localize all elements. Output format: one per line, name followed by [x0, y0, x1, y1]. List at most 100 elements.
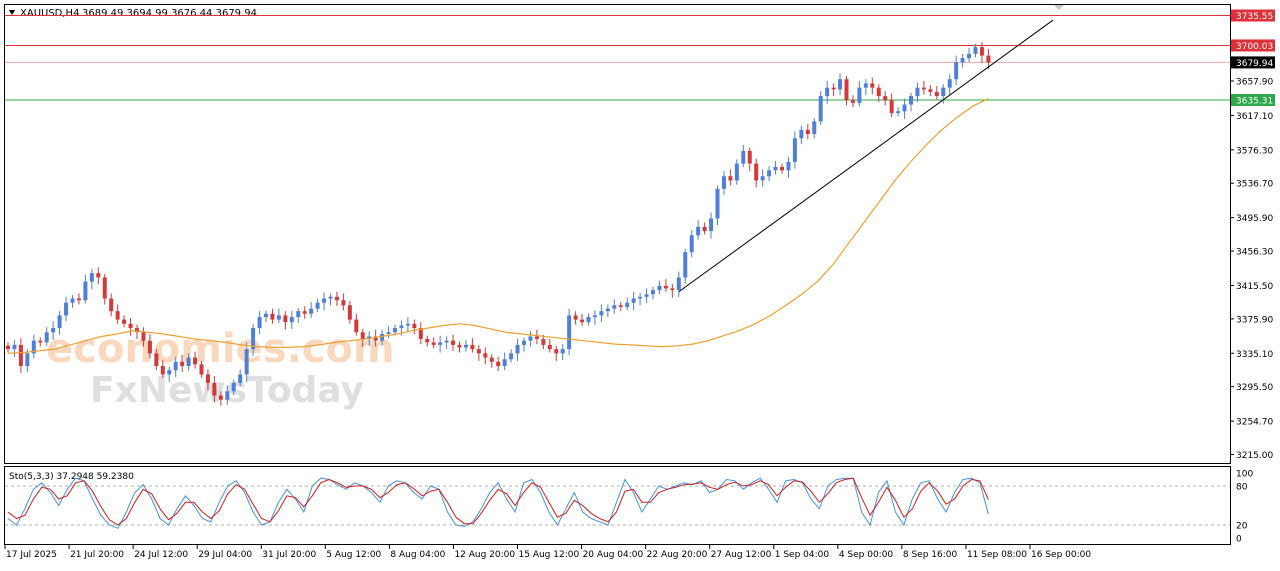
- candle-bull: [605, 308, 610, 312]
- ohlc-values: 3689.49 3694.99 3676.44 3679.94: [82, 8, 257, 19]
- time-tick-label: 4 Sep 00:00: [839, 550, 894, 560]
- collapse-triangle-icon[interactable]: [9, 10, 15, 15]
- candle-bull: [51, 328, 56, 333]
- candle-bull: [244, 349, 249, 375]
- candle-bear: [451, 340, 456, 345]
- candle-bull: [599, 311, 604, 316]
- candle-bull: [367, 336, 372, 340]
- candle-bull: [509, 353, 514, 360]
- candle-bull: [709, 218, 714, 232]
- level-label: 3735.55: [1236, 12, 1273, 22]
- candle-bull: [960, 58, 965, 63]
- candle-bear: [341, 300, 346, 306]
- candle-bull: [967, 53, 972, 59]
- candle-bull: [909, 96, 913, 105]
- candle-bull: [612, 305, 617, 309]
- candle-bull: [57, 315, 62, 329]
- candle-bull: [276, 315, 281, 320]
- candle-bull: [760, 176, 765, 181]
- candle-bear: [199, 364, 204, 375]
- candle-bull: [902, 104, 907, 112]
- candle-bear: [141, 332, 146, 341]
- candle-bear: [334, 296, 339, 301]
- candle-bull: [380, 333, 385, 341]
- level-price-labels: 3735.55 3700.03 3679.94 3635.31: [1231, 9, 1275, 107]
- stoch-tick-label: 20: [1236, 522, 1248, 532]
- candle-bull: [592, 315, 597, 318]
- candle-bear: [218, 395, 223, 400]
- candle-bear: [573, 315, 578, 320]
- candle-bull: [567, 315, 572, 350]
- moving-average: [7, 98, 989, 354]
- candle-bear: [96, 273, 101, 278]
- candle-bull: [792, 138, 797, 162]
- candle-bear: [934, 91, 939, 97]
- candle-bear: [850, 100, 855, 103]
- time-tick-label: 27 Aug 12:00: [711, 550, 772, 560]
- candle-bear: [283, 315, 288, 323]
- candle-bull: [863, 83, 868, 88]
- main-panel-frame: [4, 4, 1231, 464]
- candle-bear: [618, 305, 623, 307]
- candle-bull: [651, 290, 655, 295]
- candle-bull: [167, 370, 172, 375]
- candle-bull: [586, 317, 591, 323]
- candle-bull: [799, 129, 804, 139]
- candle-bull: [683, 252, 688, 278]
- candle-bull: [825, 87, 830, 97]
- candle-bull: [309, 308, 314, 314]
- stoch-panel-frame: [4, 466, 1231, 545]
- candle-bear: [663, 285, 668, 289]
- candle-bull: [231, 382, 236, 392]
- candle-bull: [251, 328, 256, 350]
- candle-bull: [328, 296, 333, 299]
- price-tick-label: 3456.30: [1236, 248, 1273, 258]
- price-tick-label: 3536.70: [1236, 180, 1273, 190]
- candle-bear: [18, 344, 23, 367]
- candle-bull: [173, 361, 178, 371]
- candle-bull: [264, 313, 268, 318]
- candle-bull: [463, 344, 468, 348]
- candle-bear: [360, 332, 365, 340]
- candle-bull: [296, 311, 301, 318]
- candle-bull: [715, 188, 720, 219]
- candle-bear: [373, 336, 378, 341]
- candle-bear: [431, 342, 436, 345]
- price-tick-label: 3617.10: [1236, 112, 1273, 122]
- candle-bull: [741, 150, 746, 164]
- candle-bear: [780, 166, 784, 171]
- candle-bear: [870, 83, 875, 88]
- candle-bear: [670, 288, 675, 291]
- candle-bull: [12, 344, 17, 350]
- candle-bull: [767, 170, 772, 177]
- stoch-signal-line: [7, 477, 989, 526]
- time-tick-label: 8 Sep 16:00: [903, 550, 958, 560]
- candle-bear: [534, 336, 539, 340]
- candle-bull: [31, 340, 36, 354]
- level-label-bg: [1231, 39, 1275, 52]
- candles: [6, 42, 991, 406]
- candle-bull: [386, 332, 391, 334]
- candle-bear: [889, 100, 894, 113]
- candle-bull: [973, 47, 978, 54]
- candle-bear: [212, 382, 217, 396]
- level-label-bg: [1231, 56, 1275, 69]
- price-axis: 3215.00 3254.70 3295.50 3335.10 3375.90 3415.…: [1230, 77, 1273, 461]
- level-label-bg: [1231, 9, 1275, 22]
- candle-bear: [728, 176, 733, 181]
- candle-bull: [638, 296, 643, 299]
- candle-bull: [64, 302, 69, 316]
- candle-bull: [322, 298, 327, 303]
- candle-bear: [805, 129, 810, 135]
- shift-marker-icon[interactable]: [1054, 5, 1064, 10]
- candle-bear: [425, 339, 430, 343]
- candle-bull: [225, 391, 230, 400]
- candle-bull: [522, 340, 526, 345]
- trendline-group: [678, 19, 1054, 293]
- candle-bear: [483, 353, 488, 358]
- candle-bull: [70, 298, 75, 303]
- candle-bear: [496, 361, 501, 367]
- candle-bull: [44, 332, 49, 343]
